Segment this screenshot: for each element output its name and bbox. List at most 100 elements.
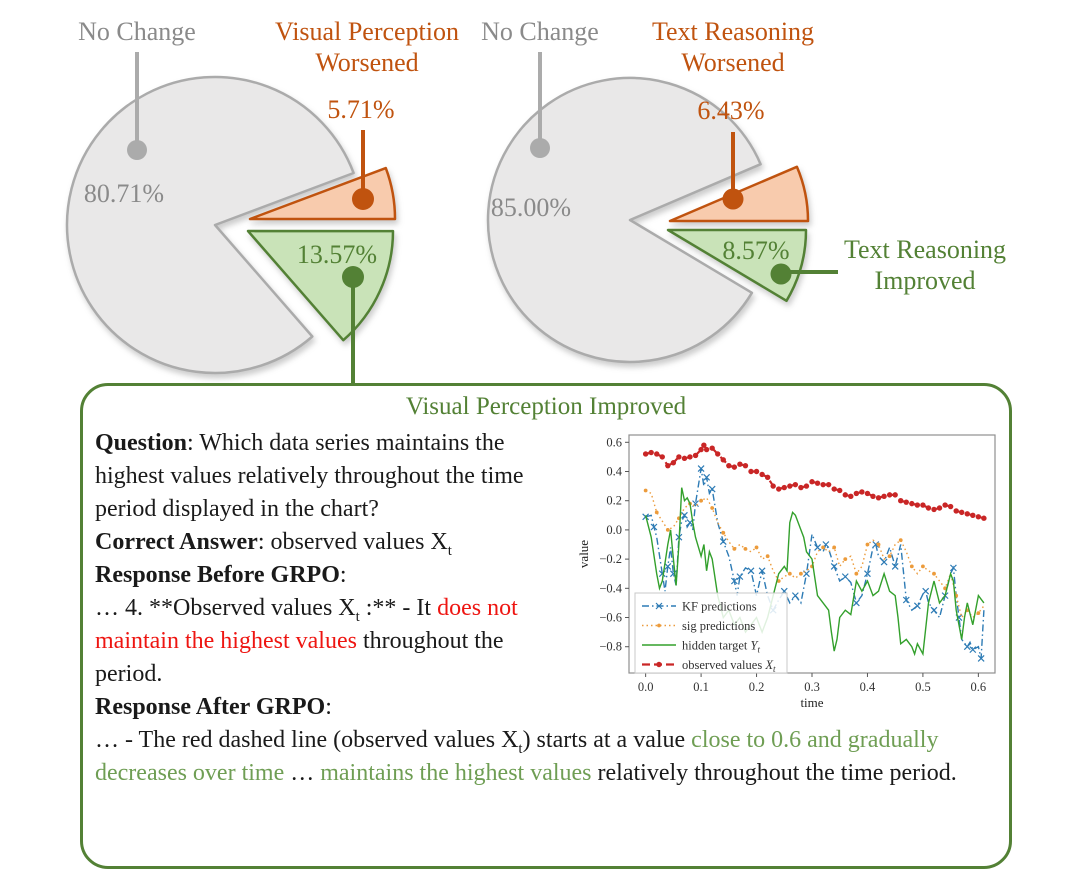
marker-circle (909, 500, 915, 507)
callout-dot (352, 188, 374, 210)
marker-circle (942, 502, 948, 508)
marker-circle (720, 457, 726, 463)
marker-x (719, 538, 727, 546)
marker-circle (753, 468, 760, 475)
text-segment: ) starts at a value (522, 727, 692, 753)
marker-x (913, 602, 921, 610)
marker-star (976, 611, 981, 616)
y-tick-label: 0.0 (606, 523, 622, 537)
marker-circle (837, 487, 843, 494)
pie-slice-no-change (486, 76, 762, 364)
marker-star (843, 557, 848, 562)
y-tick-label: −0.4 (599, 581, 622, 595)
marker-circle (970, 512, 976, 519)
right-pie-no-change-pct: 85.00% (490, 193, 572, 222)
marker-circle (676, 454, 682, 460)
marker-circle (692, 452, 699, 459)
right-pie-improved-label-line2: Improved (874, 266, 976, 295)
text-segment: : Which data series maintains the highes… (95, 430, 524, 522)
marker-star (876, 542, 881, 547)
marker-circle (820, 481, 826, 488)
marker-x (758, 567, 766, 575)
callout-dot (770, 263, 792, 285)
marker-circle (792, 481, 799, 488)
marker-circle (701, 442, 707, 448)
y-tick-label: −0.6 (599, 611, 622, 625)
marker-circle (703, 446, 710, 453)
callout-dot (530, 138, 550, 158)
embedded-line-chart: 0.0 0.1 0.2 0.3 0.4 0.5 0.6 0.6 0.4 0.2 0.0 −0.2 −0.… (576, 427, 997, 717)
marker-x (830, 562, 838, 570)
marker-star (643, 488, 648, 493)
case-box-title: Visual Perception Improved (405, 393, 687, 420)
marker-circle (831, 486, 837, 492)
text-segment: Response After GRPO (95, 694, 326, 720)
marker-circle (715, 451, 721, 457)
marker-circle (920, 502, 926, 508)
text-segment: throughout the period. (95, 628, 504, 687)
left-pie-worsened-pct: 5.71% (327, 95, 395, 124)
text-segment: :** - It (359, 595, 438, 621)
marker-x (730, 577, 738, 585)
marker-star (865, 542, 870, 547)
marker-x (852, 599, 860, 607)
left-pie-no-change-pct: 80.71% (83, 179, 165, 208)
marker-circle (698, 446, 704, 453)
marker-circle (959, 509, 965, 516)
marker-circle (964, 511, 970, 517)
marker-circle (798, 484, 804, 491)
marker-circle (726, 462, 732, 469)
right-pie-worsened-label-line2: Worsened (681, 48, 785, 77)
series-hidden-target-y-t (644, 487, 985, 657)
marker-star (832, 545, 837, 550)
marker-circle (898, 498, 904, 504)
text-segment: … 4. **Observed values X (95, 595, 356, 621)
right-pie-improved-label: Text Reasoning Improved (844, 234, 1006, 296)
marker-x (922, 587, 930, 595)
marker-star (932, 571, 936, 576)
marker-star (887, 554, 892, 559)
marker-circle (656, 661, 662, 668)
x-tick-label: 0.6 (971, 680, 987, 694)
marker-circle (737, 461, 743, 467)
right-pie-worsened-label-line1: Text Reasoning (651, 17, 815, 46)
right-pie-no-change-label: No Change (481, 17, 599, 46)
marker-circle (947, 503, 954, 510)
text-segment: t (355, 608, 360, 625)
marker-x (708, 485, 716, 493)
text-segment: Correct Answer (95, 529, 258, 555)
text-segment: relatively throughout the time period. (591, 760, 957, 786)
left-pie-improved-pct: 13.57% (296, 240, 378, 269)
marker-x (880, 558, 888, 566)
left-pie-worsened-label-line2: Worsened (315, 48, 419, 77)
marker-circle (803, 483, 810, 489)
marker-star (699, 498, 703, 503)
pie-slice-no-change (65, 75, 355, 375)
marker-circle (654, 451, 660, 457)
marker-circle (670, 460, 677, 466)
marker-x (864, 570, 871, 578)
marker-circle (814, 480, 821, 486)
marker-circle (709, 445, 715, 451)
x-tick-label: 0.1 (693, 680, 709, 694)
series-observed-values-x-t (642, 442, 987, 521)
marker-circle (848, 493, 854, 500)
text-segment: t (518, 740, 523, 757)
visual-perception-pie (65, 52, 397, 385)
case-box-text: Question: Which data series maintains th… (95, 430, 957, 786)
marker-x (969, 646, 977, 654)
marker-circle (886, 492, 893, 498)
marker-circle (748, 468, 754, 475)
marker-x (655, 602, 663, 610)
marker-star (710, 506, 715, 510)
marker-circle (842, 492, 848, 498)
callout-dot (127, 140, 147, 160)
legend-entry-label: KF predictions (682, 600, 757, 614)
marker-x (650, 523, 658, 531)
case-study-box: Visual Perception Improved 0.0 0.1 0.2 0.3 0… (80, 383, 1012, 869)
marker-star (654, 510, 659, 515)
y-tick-label: −0.2 (599, 552, 622, 566)
marker-circle (681, 455, 688, 462)
marker-circle (659, 454, 665, 460)
